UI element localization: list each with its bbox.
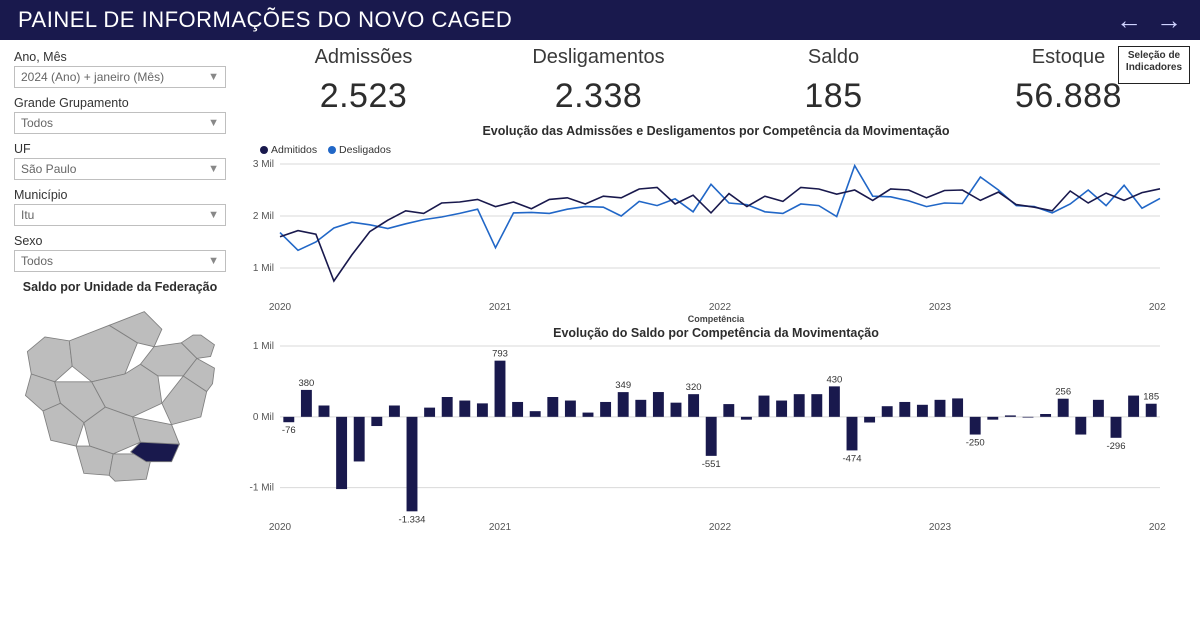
bar-chart[interactable]: -1 Mil 0 Mil 1 Mil -76 380 -1.334 793 349 320 -55…	[246, 340, 1186, 535]
chevron-down-icon: ▼	[208, 209, 219, 221]
filter-label-0: Ano, Mês	[14, 50, 226, 64]
svg-text:-474: -474	[842, 453, 861, 464]
svg-text:-296: -296	[1106, 441, 1125, 452]
svg-text:2020: 2020	[269, 302, 292, 313]
svg-text:-1.334: -1.334	[399, 514, 426, 525]
svg-text:-1 Mil: -1 Mil	[250, 483, 274, 494]
svg-text:-551: -551	[702, 459, 721, 470]
filter-select-2[interactable]: São Paulo ▼	[14, 158, 226, 180]
filter-select-1[interactable]: Todos ▼	[14, 112, 226, 134]
indicator-selector-button[interactable]: Seleção de Indicadores	[1118, 46, 1190, 84]
filter-value-1: Todos	[21, 116, 53, 130]
svg-text:380: 380	[298, 378, 314, 389]
svg-text:3 Mil: 3 Mil	[253, 159, 274, 170]
metric-value-1: 2.338	[481, 77, 716, 116]
metrics-row: Admissões 2.523Desligamentos 2.338Saldo 185…	[246, 46, 1186, 116]
svg-text:320: 320	[686, 382, 702, 393]
map-title: Saldo por Unidade da Federação	[14, 280, 226, 294]
legend-label-desligados: Desligados	[339, 144, 391, 156]
metric-value-0: 2.523	[246, 77, 481, 116]
chevron-down-icon: ▼	[208, 163, 219, 175]
svg-text:1 Mil: 1 Mil	[253, 341, 274, 352]
legend-dot-admitidos	[260, 146, 268, 154]
svg-text:2021: 2021	[489, 302, 512, 313]
svg-text:-250: -250	[966, 438, 985, 449]
chevron-down-icon: ▼	[208, 117, 219, 129]
legend-label-admitidos: Admitidos	[271, 144, 317, 156]
sel-ind-line2: Indicadores	[1121, 62, 1187, 74]
line-chart[interactable]: 1 Mil 2 Mil 3 Mil 2020 2021 2022 2023 2024	[246, 158, 1186, 318]
header-bar: PAINEL DE INFORMAÇÕES DO NOVO CAGED ← →	[0, 0, 1200, 40]
arrow-right-icon[interactable]: →	[1156, 5, 1182, 36]
svg-text:2024: 2024	[1149, 522, 1166, 533]
filters-sidebar: Ano, Mês 2024 (Ano) + janeiro (Mês) ▼ Grand…	[0, 40, 236, 628]
svg-text:349: 349	[615, 380, 631, 391]
brazil-map[interactable]	[14, 298, 222, 488]
metric-label-1: Desligamentos	[481, 46, 716, 69]
filter-label-4: Sexo	[14, 234, 226, 248]
svg-text:1 Mil: 1 Mil	[253, 263, 274, 274]
metric-label-2: Saldo	[716, 46, 951, 69]
filter-value-2: São Paulo	[21, 162, 76, 176]
svg-text:185: 185	[1143, 392, 1159, 403]
line-chart-title: Evolução das Admissões e Desligamentos p…	[246, 124, 1186, 138]
svg-text:-76: -76	[282, 425, 296, 436]
bar-chart-title: Evolução do Saldo por Competência da Mov…	[246, 326, 1186, 340]
svg-text:2 Mil: 2 Mil	[253, 211, 274, 222]
filter-label-3: Município	[14, 188, 226, 202]
line-chart-legend: Admitidos Desligados	[260, 144, 1186, 156]
filter-value-3: Itu	[21, 208, 34, 222]
svg-text:256: 256	[1055, 387, 1071, 398]
metric-label-0: Admissões	[246, 46, 481, 69]
filter-label-1: Grande Grupamento	[14, 96, 226, 110]
arrow-left-icon[interactable]: ←	[1116, 5, 1142, 36]
svg-text:2022: 2022	[709, 302, 732, 313]
filter-label-2: UF	[14, 142, 226, 156]
filter-select-0[interactable]: 2024 (Ano) + janeiro (Mês) ▼	[14, 66, 226, 88]
svg-text:2022: 2022	[709, 522, 732, 533]
legend-dot-desligados	[328, 146, 336, 154]
svg-text:2023: 2023	[929, 302, 952, 313]
svg-text:2023: 2023	[929, 522, 952, 533]
filter-value-0: 2024 (Ano) + janeiro (Mês)	[21, 70, 164, 84]
filter-select-3[interactable]: Itu ▼	[14, 204, 226, 226]
svg-text:2021: 2021	[489, 522, 512, 533]
filter-select-4[interactable]: Todos ▼	[14, 250, 226, 272]
svg-text:793: 793	[492, 349, 508, 360]
sel-ind-line1: Seleção de	[1121, 50, 1187, 62]
chevron-down-icon: ▼	[208, 255, 219, 267]
chevron-down-icon: ▼	[208, 71, 219, 83]
svg-text:430: 430	[826, 374, 842, 385]
nav-arrows: ← →	[1116, 5, 1182, 36]
filter-value-4: Todos	[21, 254, 53, 268]
metric-value-2: 185	[716, 77, 951, 116]
page-title: PAINEL DE INFORMAÇÕES DO NOVO CAGED	[18, 7, 512, 33]
svg-text:2020: 2020	[269, 522, 292, 533]
main-panel: Seleção de Indicadores Admissões2.523Des…	[236, 40, 1200, 628]
svg-text:0 Mil: 0 Mil	[253, 412, 274, 423]
svg-text:2024: 2024	[1149, 302, 1166, 313]
